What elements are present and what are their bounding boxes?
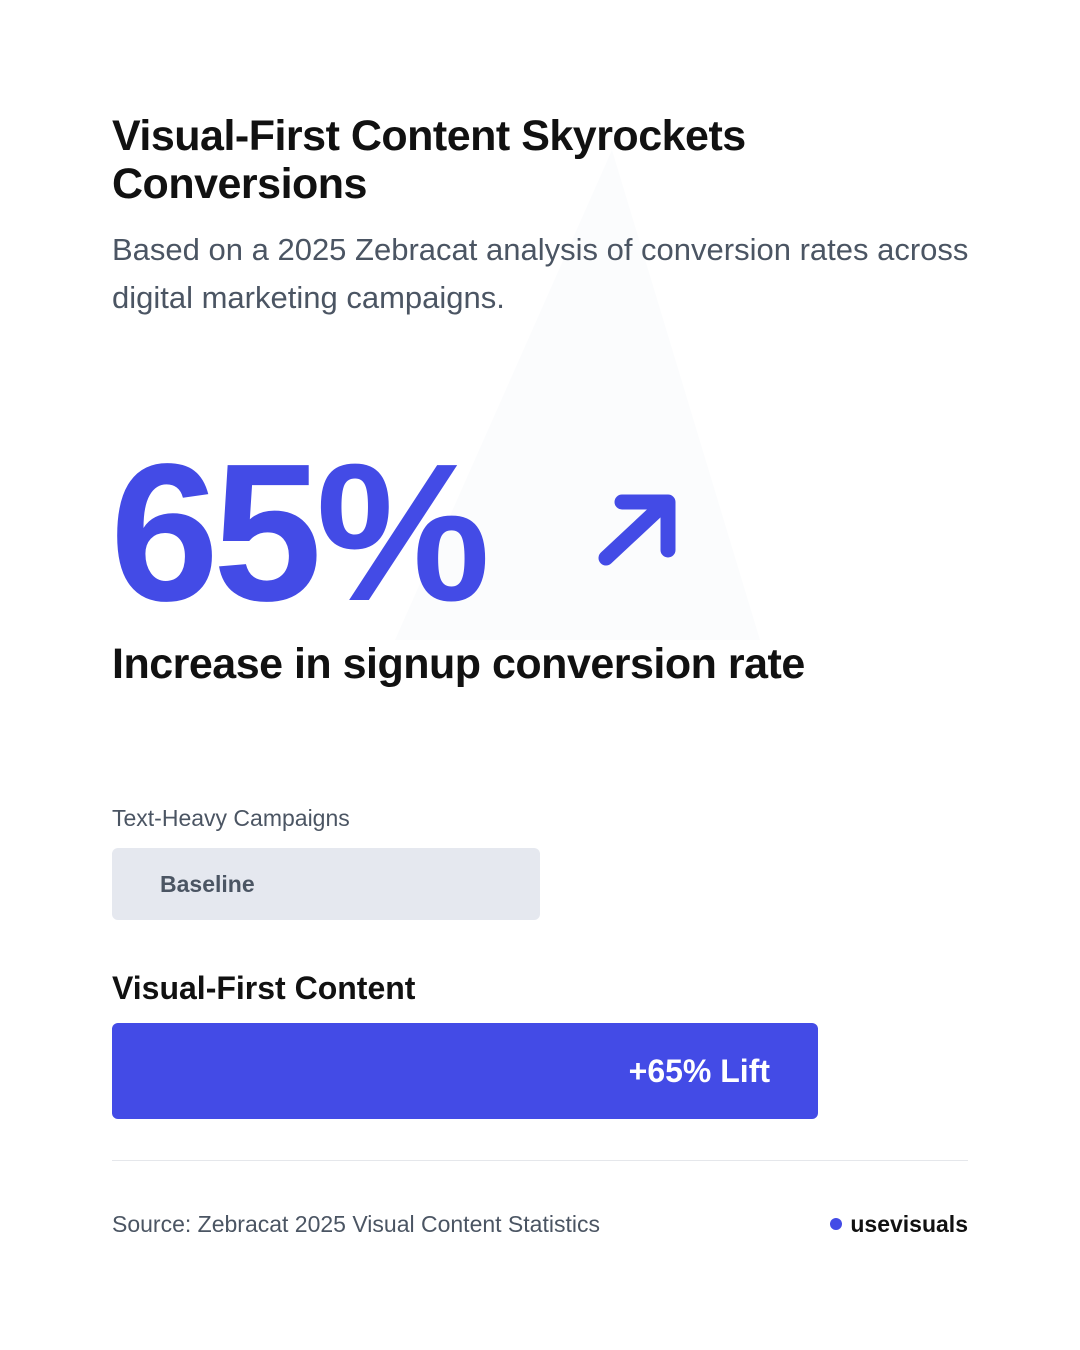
headline-stat-value: 65%	[110, 423, 490, 642]
page-subtitle: Based on a 2025 Zebracat analysis of con…	[112, 232, 969, 315]
category-label-visual-first: Visual-First Content	[112, 970, 416, 1006]
bar-label-baseline: Baseline	[160, 870, 255, 897]
bar-label-lift: +65% Lift	[628, 1052, 770, 1089]
brand-name: usevisuals	[850, 1211, 968, 1237]
footer-divider	[112, 1160, 968, 1161]
bar-visual-first: +65% Lift	[112, 1023, 818, 1119]
source-text: Source: Zebracat 2025 Visual Content Sta…	[112, 1211, 600, 1237]
brand-dot-icon	[830, 1218, 843, 1230]
category-label-text-heavy: Text-Heavy Campaigns	[112, 805, 350, 831]
bar-text-heavy: Baseline	[112, 848, 540, 920]
page-title: Visual-First Content Skyrockets Conversi…	[112, 112, 746, 208]
arrow-up-right-icon	[598, 494, 676, 566]
brand-mark: usevisuals	[830, 1208, 968, 1240]
headline-stat-label: Increase in signup conversion rate	[112, 640, 805, 688]
